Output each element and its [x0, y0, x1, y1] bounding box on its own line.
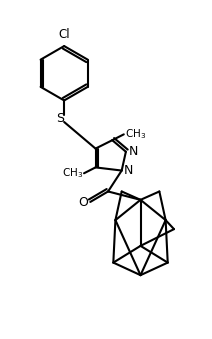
Text: N: N [124, 164, 134, 177]
Text: N: N [128, 145, 138, 158]
Text: CH$_3$: CH$_3$ [62, 166, 83, 180]
Text: O: O [78, 197, 88, 210]
Text: Cl: Cl [58, 28, 70, 41]
Text: CH$_3$: CH$_3$ [125, 127, 146, 141]
Text: S: S [56, 112, 64, 125]
